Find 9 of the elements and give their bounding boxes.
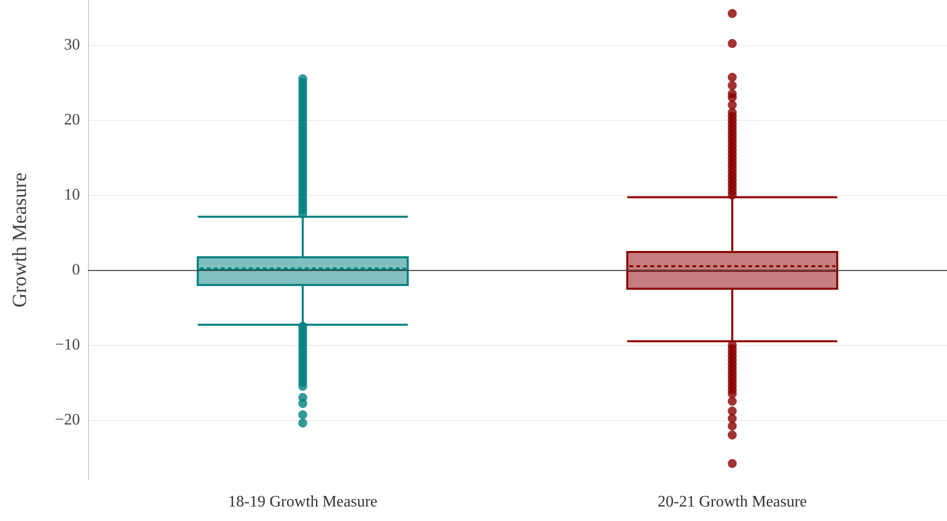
x-tick-label: 20-21 Growth Measure xyxy=(658,494,807,510)
y-tick-label: 0 xyxy=(72,262,80,278)
y-tick-label: −20 xyxy=(54,412,80,428)
y-tick-label: 10 xyxy=(64,186,80,204)
x-tick-label: 18-19 Growth Measure xyxy=(228,494,378,510)
y-tick-label: 20 xyxy=(64,112,80,128)
y-axis-title: Growth Measure xyxy=(9,172,31,308)
y-tick-label: 30 xyxy=(64,36,80,54)
y-tick-label: −10 xyxy=(54,336,80,354)
